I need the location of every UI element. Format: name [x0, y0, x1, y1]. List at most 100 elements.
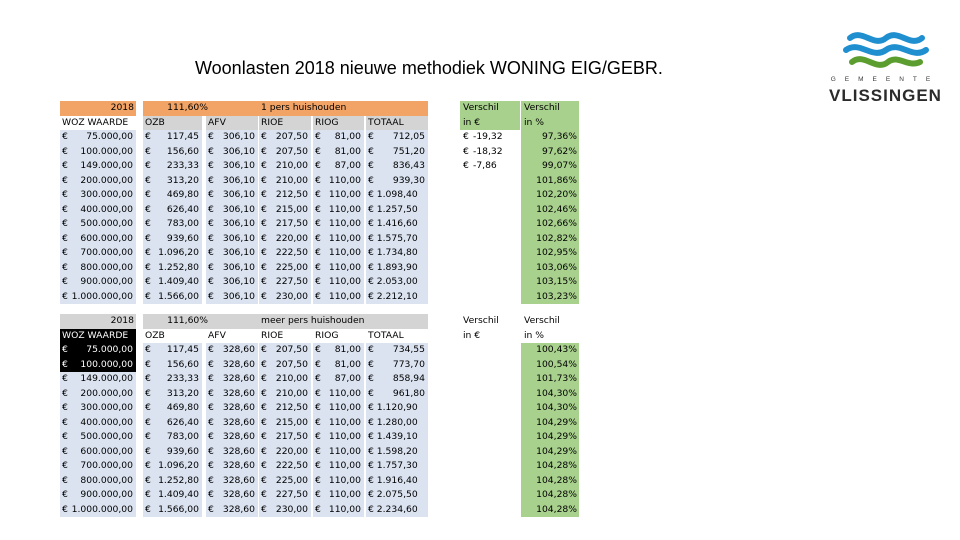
riog-cell-value: 110,00 — [328, 261, 361, 273]
totaal-cell: € 1.098,40 — [366, 188, 428, 203]
woz-cell: €300.000,00 — [60, 188, 136, 203]
page-title: Woonlasten 2018 nieuwe methodiek WONING … — [195, 58, 663, 78]
table-row: €100.000,00 €156,60 €306,10 €207,50 €81,00 €7… — [0, 144, 600, 159]
woz-cell-value: 100.000,00 — [80, 145, 133, 157]
euro-sign: € — [145, 344, 151, 355]
table-2-body: €75.000,00 €117,45 €328,60 €207,50 €81,00 €73… — [0, 343, 600, 517]
euro-sign: € — [145, 174, 151, 186]
table-row: €500.000,00 €783,00 €306,10 €217,50 €110,00 €… — [0, 217, 600, 232]
totaal-cell-value: 836,43 — [392, 160, 425, 171]
euro-sign: € — [62, 416, 68, 428]
euro-sign: € — [62, 247, 68, 258]
riog-cell: €110,00 — [313, 275, 364, 290]
table-row: €300.000,00 €469,80 €306,10 €212,50 €110,00 €… — [0, 188, 600, 203]
column-header-row: WOZ WAARDE OZB AFV RIOE RIOG TOTAAL in €… — [0, 115, 600, 130]
verschil-eur-value: 59,18 — [485, 431, 512, 442]
table-row: €149.000,00 €233,33 €306,10 €210,00 €87,00 €8… — [0, 159, 600, 174]
euro-sign: € — [145, 145, 151, 157]
euro-sign: € — [145, 431, 151, 442]
rioe-cell: €227,50 — [259, 488, 311, 503]
totaal-cell: € 1.575,70 — [366, 231, 428, 246]
rioe-cell-value: 215,00 — [275, 203, 308, 215]
table-row: €75.000,00 €117,45 €328,60 €207,50 €81,00 €73… — [0, 343, 600, 358]
verschil-eur-value: 46,18 — [485, 402, 512, 413]
verschil-eur-value: 39,68 — [485, 387, 512, 399]
riog-cell: €110,00 — [313, 444, 364, 459]
ozb-cell-value: 626,40 — [166, 203, 199, 215]
woz-cell: €75.000,00 — [60, 130, 136, 145]
euro-sign: € — [463, 131, 469, 142]
woz-cell-value: 400.000,00 — [80, 203, 133, 215]
afv-cell-value: 328,60 — [222, 445, 255, 457]
rioe-cell: €207,50 — [259, 343, 311, 358]
euro-sign: € — [62, 160, 68, 171]
verschil-pct-cell: 99,07% — [521, 159, 579, 174]
euro-sign: € — [261, 445, 267, 457]
ozb-cell: €626,40 — [143, 202, 202, 217]
euro-sign: € — [463, 232, 469, 244]
euro-sign: € — [208, 189, 214, 200]
riog-cell-value: 110,00 — [328, 387, 361, 399]
euro-sign: € — [315, 145, 321, 157]
woz-cell-value: 900.000,00 — [80, 489, 133, 500]
afv-cell-value: 328,60 — [222, 373, 255, 384]
rioe-cell: €215,00 — [259, 415, 311, 430]
table-row: €900.000,00 €1.409,40 €306,10 €227,50 €110,0… — [0, 275, 600, 290]
verschil-eur-value: 3,18 — [491, 344, 512, 355]
woz-cell: €1.000.000,00 — [60, 502, 136, 517]
woz-cell-value: 700.000,00 — [80, 460, 133, 471]
afv-cell-value: 328,60 — [222, 387, 255, 399]
riog-cell-value: 110,00 — [328, 247, 361, 258]
ozb-header: OZB — [145, 329, 165, 341]
afv-cell: €328,60 — [206, 401, 258, 416]
woz-cell-value: 75.000,00 — [86, 131, 133, 142]
ozb-cell-value: 626,40 — [166, 416, 199, 428]
verschil-pct-cell: 104,30% — [521, 386, 579, 401]
woz-cell-value: 149.000,00 — [80, 373, 133, 384]
ozb-cell-value: 783,00 — [166, 431, 199, 442]
euro-sign: € — [145, 160, 151, 171]
table-meer-pers-huishouden: 2018 111,60% meer pers huishouden Versch… — [0, 314, 600, 517]
totaal-cell: €773,70 — [366, 357, 428, 372]
percentage-label: 111,60% — [143, 101, 258, 116]
euro-sign: € — [62, 261, 68, 273]
verschil-eur-header: Verschil — [460, 101, 520, 116]
ozb-cell-value: 156,60 — [166, 358, 199, 370]
euro-sign: € — [145, 503, 151, 515]
logo-gemeente-text: GEMEENTE — [830, 76, 940, 83]
afv-cell: €306,10 — [206, 275, 258, 290]
table-row: €600.000,00 €939,60 €306,10 €220,00 €110,00 €… — [0, 231, 600, 246]
verschil-pct-cell: 102,95% — [521, 246, 579, 261]
rioe-cell-value: 210,00 — [275, 373, 308, 384]
afv-cell: €328,60 — [206, 386, 258, 401]
afv-cell-value: 306,10 — [222, 174, 255, 186]
woz-cell: €600.000,00 — [60, 444, 136, 459]
woz-cell-value: 600.000,00 — [80, 445, 133, 457]
afv-cell-value: 306,10 — [222, 232, 255, 244]
woz-cell-value: 200.000,00 — [80, 387, 133, 399]
euro-sign: € — [261, 232, 267, 244]
euro-sign: € — [315, 503, 321, 515]
rioe-cell: €217,50 — [259, 430, 311, 445]
euro-sign: € — [315, 218, 321, 229]
verschil-pct-header: Verschil — [521, 314, 579, 329]
verschil-pct-cell: 103,15% — [521, 275, 579, 290]
afv-cell: €328,60 — [206, 473, 258, 488]
woz-cell: €800.000,00 — [60, 473, 136, 488]
rioe-cell: €217,50 — [259, 217, 311, 232]
totaal-cell-value: 773,70 — [392, 358, 425, 370]
verschil-eur-value: -18,32 — [473, 145, 503, 157]
riog-cell: €110,00 — [313, 260, 364, 275]
riog-cell-value: 110,00 — [328, 218, 361, 229]
ozb-cell: €233,33 — [143, 372, 202, 387]
euro-sign: € — [62, 503, 68, 515]
euro-sign: € — [208, 203, 214, 215]
rioe-cell-value: 222,50 — [275, 460, 308, 471]
euro-sign: € — [62, 431, 68, 442]
verschil-eur-value: 52,68 — [485, 416, 512, 428]
euro-sign: € — [315, 460, 321, 471]
euro-sign: € — [261, 203, 267, 215]
verschil-eur-value: 78,68 — [485, 474, 512, 486]
afv-cell: €306,10 — [206, 217, 258, 232]
euro-sign: € — [261, 503, 267, 515]
